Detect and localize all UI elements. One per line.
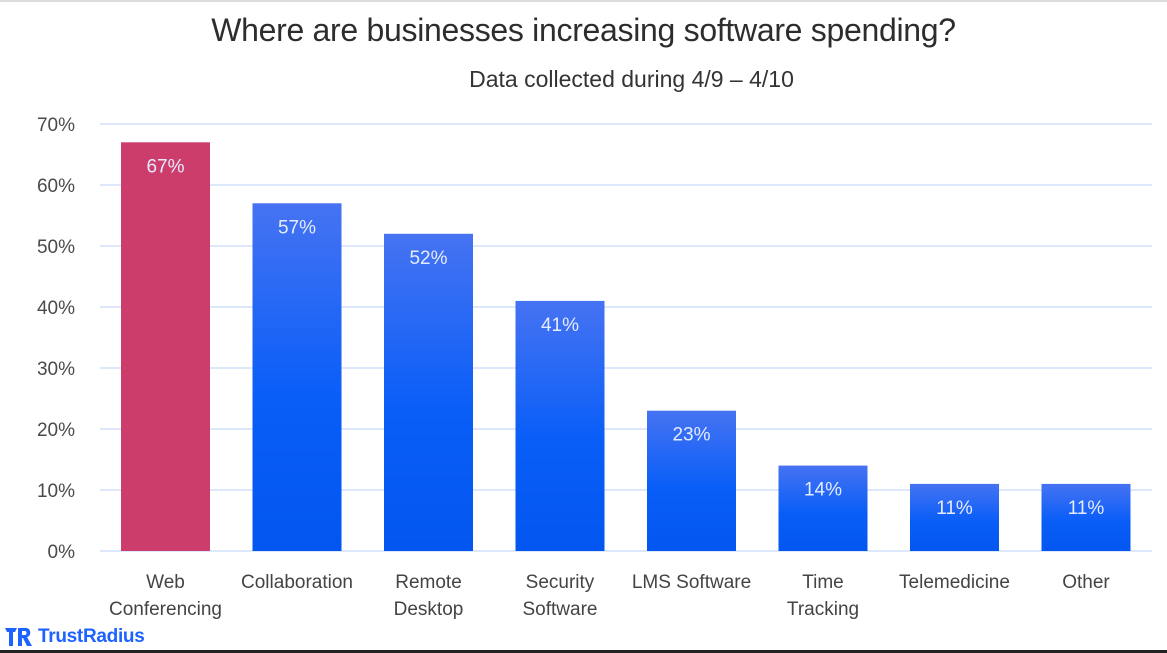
x-tick-label: Tracking (787, 599, 859, 620)
data-label: 11% (1068, 498, 1105, 519)
x-tick-label: Other (1062, 572, 1110, 593)
x-tick-label: Desktop (394, 599, 464, 620)
y-tick-label: 40% (37, 298, 75, 319)
data-label: 14% (804, 480, 842, 501)
y-tick-label: 10% (37, 481, 75, 502)
data-label: 23% (672, 425, 710, 446)
x-axis: Web Conferencing Collaboration Remote Deskto… (109, 572, 1110, 620)
bar (121, 142, 210, 552)
brand-name: TrustRadius (38, 626, 145, 647)
x-tick-label: Web (146, 572, 185, 593)
bar (384, 233, 473, 552)
bar (778, 465, 868, 551)
x-tick-label: LMS Software (632, 572, 751, 593)
y-tick-label: 50% (37, 237, 75, 258)
x-tick-label: Telemedicine (899, 572, 1010, 593)
y-tick-label: 70% (37, 115, 75, 136)
top-border (0, 0, 1167, 2)
chart-subtitle: Data collected during 4/9 – 4/10 (469, 66, 794, 92)
trustradius-logo-icon (5, 628, 32, 646)
chart-title: Where are businesses increasing software… (211, 12, 956, 48)
bottom-border (0, 650, 1167, 653)
brand-logo: TrustRadius (4, 624, 145, 650)
x-tick-label: Remote (395, 572, 462, 593)
x-tick-label: Collaboration (241, 572, 353, 593)
y-tick-label: 0% (48, 542, 76, 563)
x-tick-label: Time (802, 572, 844, 593)
x-tick-label: Security (526, 572, 595, 593)
bar (647, 410, 736, 551)
data-label: 52% (409, 248, 447, 269)
bar (515, 300, 605, 551)
data-label: 11% (936, 498, 973, 519)
y-tick-label: 30% (37, 359, 75, 380)
bar (1041, 483, 1131, 551)
x-tick-label: Software (523, 599, 598, 620)
data-label: 67% (146, 156, 184, 177)
y-tick-label: 20% (37, 420, 75, 441)
bars: 67% 57% 52% 41% 23% 14% 11% 11% (121, 142, 1131, 552)
bar (252, 203, 342, 552)
y-axis: 0% 10% 20% 30% 40% 50% 60% 70% (37, 115, 75, 563)
data-label: 41% (541, 315, 579, 336)
bar (910, 483, 999, 551)
y-tick-label: 60% (37, 176, 75, 197)
data-label: 57% (278, 217, 316, 238)
x-tick-label: Conferencing (109, 599, 222, 620)
